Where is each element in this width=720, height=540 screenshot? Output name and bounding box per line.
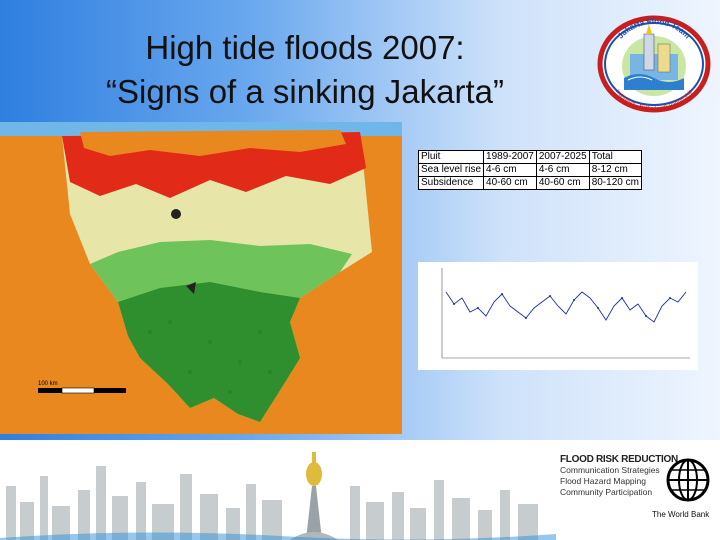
table-cell: 4-6 cm bbox=[535, 163, 590, 177]
world-bank-label: The World Bank bbox=[652, 510, 710, 519]
table-cell: 1989-2007 bbox=[483, 150, 537, 164]
map-scale-label: 100 km bbox=[38, 381, 58, 387]
table-cell: 2007-2025 bbox=[535, 150, 590, 164]
table-cell: Pluit bbox=[417, 150, 485, 164]
skyline-illustration bbox=[0, 452, 556, 540]
table-cell: Total bbox=[588, 150, 642, 164]
table-cell: 80-120 cm bbox=[588, 176, 642, 190]
frr-item-mapping: Flood Hazard Mapping bbox=[560, 476, 646, 486]
frr-title: FLOOD RISK REDUCTION bbox=[560, 454, 678, 465]
table-row: Subsidence 40-60 cm 40-60 cm 80-120 cm bbox=[417, 176, 642, 190]
table-row: Pluit 1989-2007 2007-2025 Total bbox=[417, 150, 642, 164]
jakarta-flood-team-logo: Jakarta Flood Team Indonesia - Netherlan… bbox=[597, 15, 711, 113]
tide-chart bbox=[418, 262, 698, 370]
table-cell: 4-6 cm bbox=[483, 163, 537, 177]
table-cell: Sea level rise bbox=[417, 163, 485, 177]
flood-risk-reduction-block: FLOOD RISK REDUCTION Communication Strat… bbox=[560, 454, 678, 498]
jakarta-elevation-map: 100 km bbox=[0, 122, 402, 434]
world-bank-globe-icon bbox=[666, 458, 710, 502]
table-cell: Subsidence bbox=[417, 176, 485, 190]
slide-title: High tide floods 2007: “Signs of a sinki… bbox=[40, 26, 570, 114]
table-cell: 8-12 cm bbox=[588, 163, 642, 177]
frr-item-participation: Community Participation bbox=[560, 487, 653, 497]
pluit-subsidence-table: Pluit 1989-2007 2007-2025 Total Sea level ri… bbox=[417, 150, 642, 190]
table-cell: 40-60 cm bbox=[535, 176, 590, 190]
table-cell: 40-60 cm bbox=[483, 176, 537, 190]
title-line-1: High tide floods 2007: bbox=[145, 29, 465, 66]
title-line-2: “Signs of a sinking Jakarta” bbox=[105, 73, 504, 110]
frr-item-communication: Communication Strategies bbox=[560, 465, 660, 475]
table-row: Sea level rise 4-6 cm 4-6 cm 8-12 cm bbox=[417, 163, 642, 177]
